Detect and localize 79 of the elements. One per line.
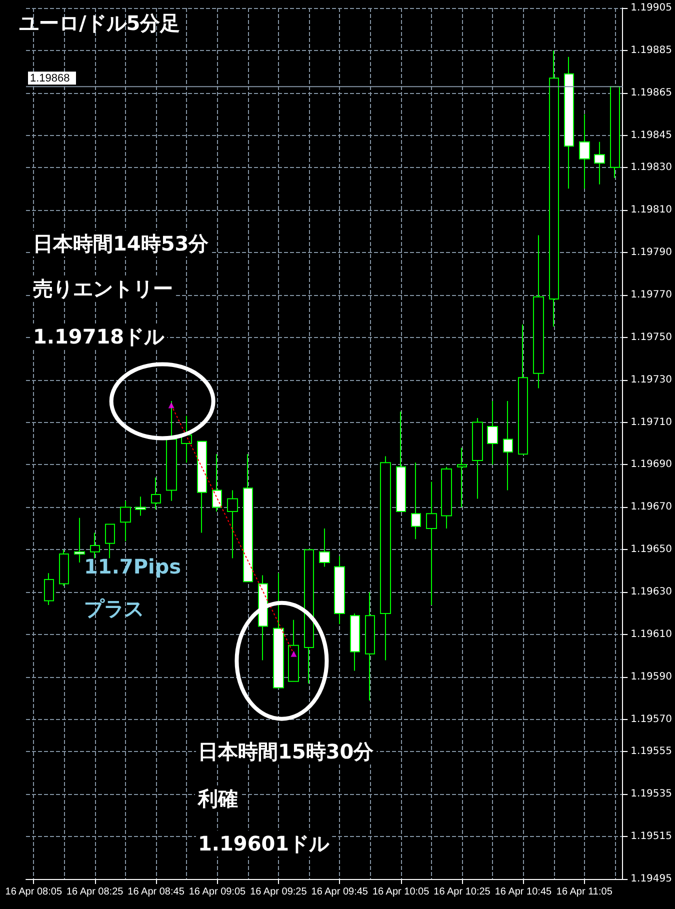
candlestick: [610, 86, 620, 178]
candlestick: [334, 556, 345, 625]
candlestick: [350, 612, 360, 672]
candlestick: [243, 454, 253, 582]
candlestick: [288, 619, 299, 682]
y-tick-label: 1.19570: [630, 714, 672, 726]
y-tick-label: 1.19770: [630, 289, 672, 300]
y-tick-label: 1.19610: [630, 629, 672, 640]
candlestick: [59, 549, 69, 586]
candlestick: [411, 462, 421, 540]
x-tick-label: 16 Apr 09:25: [250, 886, 308, 898]
y-tick-label: 1.19905: [630, 2, 672, 14]
x-tick-label: 16 Apr 08:45: [128, 886, 185, 898]
candlestick: [380, 456, 391, 661]
candlestick: [594, 141, 605, 185]
y-tick-label: 1.19830: [630, 162, 672, 173]
x-tick-label: 16 Apr 09:45: [311, 886, 368, 898]
annotation: 1.19601ドル: [198, 831, 330, 856]
candlestick: [426, 481, 437, 606]
candlestick: [304, 549, 314, 684]
candlestick: [518, 324, 528, 455]
x-tick-label: 16 Apr 08:25: [66, 886, 124, 898]
candlestick: [487, 400, 498, 466]
y-tick-label: 1.19845: [630, 130, 672, 141]
x-tick-label: 16 Apr 08:05: [5, 886, 62, 898]
x-tick-label: 16 Apr 10:05: [372, 886, 430, 898]
candlestick: [151, 476, 161, 510]
y-tick-label: 1.19590: [630, 672, 672, 683]
annotation: 利確: [197, 786, 238, 810]
y-tick-label: 1.19515: [630, 831, 672, 842]
y-tick-label: 1.19885: [630, 44, 672, 56]
candlestick: [258, 574, 268, 661]
x-tick-label: 16 Apr 10:25: [434, 886, 491, 898]
candlestick: [441, 466, 452, 529]
x-tick-label: 16 Apr 11:05: [556, 886, 613, 898]
candlestick: [197, 440, 207, 534]
candlestick: [457, 447, 467, 508]
candlestick: [472, 418, 483, 500]
annotation: 売りエントリー: [33, 276, 173, 300]
y-tick-label: 1.19690: [630, 459, 672, 470]
candlestick: [365, 592, 375, 702]
annotation: 日本時間14時53分: [33, 231, 210, 256]
y-tick-label: 1.19650: [630, 544, 672, 556]
y-tick-label: 1.19535: [630, 788, 672, 800]
y-tick-label: 1.19810: [630, 204, 672, 216]
y-tick-label: 1.19750: [630, 332, 672, 343]
candlestick: [90, 532, 100, 559]
ref-line-label: 1.19868: [30, 72, 70, 85]
candlestick: [533, 234, 544, 389]
candlestick: [44, 572, 54, 606]
candlestick: [166, 400, 177, 502]
annotation: 11.7Pips: [84, 554, 182, 578]
candlestick: [105, 524, 115, 559]
y-tick-label: 1.19790: [630, 246, 672, 258]
candlestick: [227, 490, 238, 559]
annotation: プラス: [84, 596, 144, 620]
candlestick: [549, 50, 559, 328]
candlestick: [396, 411, 406, 512]
candlestick: [564, 56, 574, 190]
y-tick-label: 1.19865: [630, 87, 672, 98]
annotation: 1.19718ドル: [33, 324, 166, 348]
annotation: 日本時間15時30分: [198, 739, 375, 764]
candlestick: [212, 454, 222, 512]
y-tick-label: 1.19630: [630, 586, 672, 598]
chart-title: ユーロ/ドル5分足: [19, 11, 180, 35]
y-tick-label: 1.19710: [630, 416, 672, 428]
y-tick-label: 1.19670: [630, 502, 672, 513]
candlestick: [579, 114, 590, 190]
candlestick: [319, 528, 330, 568]
y-tick-label: 1.19730: [630, 374, 672, 386]
x-tick-label: 16 Apr 09:05: [188, 886, 246, 898]
candlestick: [120, 500, 131, 542]
y-tick-label: 1.19495: [630, 874, 672, 884]
candlestick: [74, 517, 85, 563]
y-tick-label: 1.19555: [630, 746, 672, 758]
candlestick: [503, 400, 513, 491]
x-tick-label: 16 Apr 10:45: [494, 886, 552, 898]
candlestick: [273, 572, 284, 688]
candlestick: [135, 496, 146, 516]
